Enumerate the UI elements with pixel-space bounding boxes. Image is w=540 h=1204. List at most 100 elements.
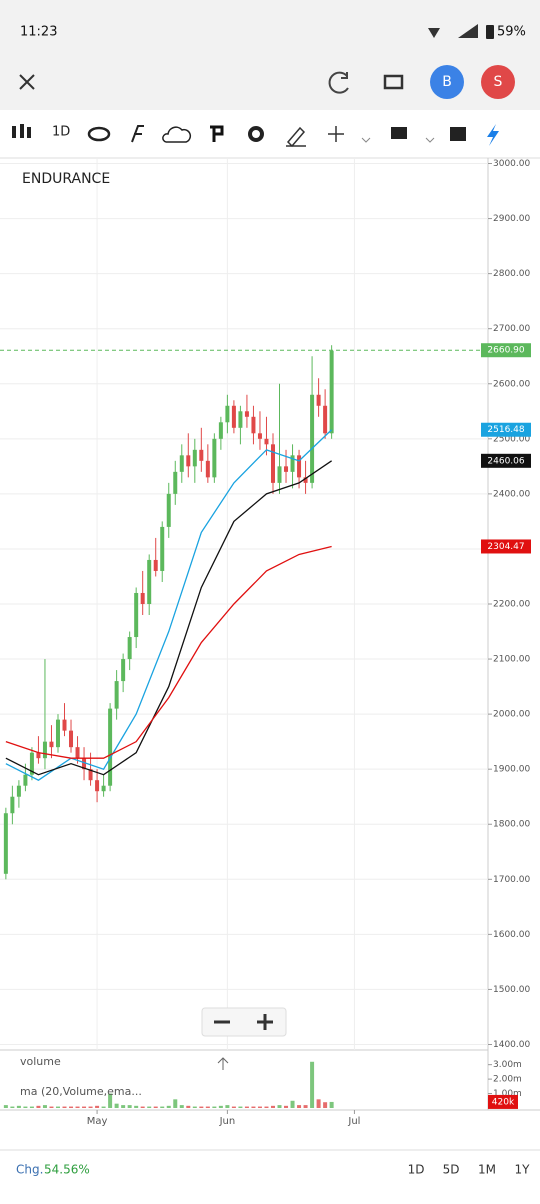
- draw-button[interactable]: [286, 126, 306, 148]
- view-button[interactable]: [87, 126, 111, 142]
- candle-body: [212, 438, 217, 478]
- candle-body: [29, 752, 34, 775]
- volume-bar: [153, 1106, 158, 1108]
- range-button[interactable]: 1M: [478, 1163, 496, 1177]
- volume-bar: [147, 1106, 152, 1108]
- candle-body: [205, 460, 210, 478]
- candle-type-button[interactable]: [12, 124, 31, 138]
- volume-ma-label: ma (20,Volume,ema...: [20, 1085, 142, 1098]
- candle-body: [173, 471, 178, 494]
- volume-bar: [69, 1106, 74, 1108]
- volume-bar: [36, 1105, 41, 1108]
- volume-tick-label: 1.00m: [493, 1089, 522, 1099]
- volume-label-box: [488, 1094, 518, 1109]
- candle-body: [82, 758, 87, 770]
- avatar-s[interactable]: [481, 65, 515, 99]
- candle-body: [88, 769, 93, 781]
- volume-bar: [277, 1105, 282, 1108]
- volume-bar: [173, 1099, 178, 1108]
- quick-button[interactable]: [487, 124, 499, 146]
- price-label: 2660.90: [487, 346, 524, 356]
- volume-bar: [114, 1103, 119, 1108]
- price-label-box: [481, 539, 531, 554]
- volume-bar: [290, 1100, 295, 1108]
- collapse-button[interactable]: [217, 1057, 229, 1070]
- volume-bar: [134, 1105, 139, 1108]
- candle-body: [257, 433, 262, 439]
- volume-bar: [303, 1105, 308, 1108]
- range-button[interactable]: 1D: [408, 1163, 425, 1177]
- volume-bar: [10, 1106, 15, 1108]
- candle-body: [316, 394, 321, 406]
- candle-body: [10, 796, 15, 814]
- crosshair-button[interactable]: [328, 126, 344, 142]
- close-button[interactable]: [19, 74, 35, 90]
- volume-bar: [62, 1106, 67, 1108]
- candle-body: [101, 785, 106, 792]
- volume-bar: [218, 1105, 223, 1108]
- candle-body: [23, 774, 28, 786]
- avatar-b[interactable]: [430, 65, 464, 99]
- interval-button[interactable]: 1D: [52, 125, 70, 140]
- indicator-button[interactable]: [131, 125, 144, 143]
- candle-body: [134, 592, 139, 638]
- x-tick-label: May: [87, 1116, 108, 1127]
- zoom-in-button[interactable]: [257, 1014, 273, 1030]
- candle-body: [225, 405, 230, 423]
- candle-body: [303, 477, 308, 483]
- flag-button[interactable]: [210, 125, 224, 142]
- candle-body: [166, 493, 171, 527]
- moving-average-line: [5, 460, 332, 776]
- settings-button[interactable]: [248, 126, 264, 142]
- candle-body: [114, 681, 119, 709]
- volume-bar: [23, 1106, 28, 1108]
- volume-bar: [284, 1105, 289, 1108]
- candle-body: [192, 449, 197, 467]
- y-tick-label: 2500.00: [493, 434, 530, 444]
- candle-body: [36, 752, 41, 759]
- wifi-icon: [428, 28, 440, 38]
- dropdown[interactable]: [361, 137, 371, 143]
- change-value: 54.56%: [44, 1163, 90, 1177]
- volume-bar: [212, 1106, 217, 1108]
- volume-bar: [251, 1106, 256, 1108]
- candle-body: [244, 411, 249, 417]
- dropdown[interactable]: [425, 137, 435, 143]
- comment-button[interactable]: [391, 127, 407, 139]
- volume-bar: [205, 1106, 210, 1108]
- y-tick-label: 1900.00: [493, 765, 530, 775]
- y-tick-label: 1500.00: [493, 985, 530, 995]
- range-button[interactable]: 1Y: [515, 1163, 531, 1177]
- candle-body: [290, 455, 295, 472]
- candle-body: [251, 416, 256, 434]
- fullscreen-button[interactable]: [383, 74, 404, 90]
- candle-body: [329, 350, 334, 434]
- candle-body: [231, 405, 236, 428]
- refresh-button[interactable]: [328, 71, 349, 94]
- candle-body: [147, 559, 152, 604]
- volume-bar: [166, 1105, 171, 1108]
- volume-bar: [49, 1106, 54, 1108]
- candle-body: [140, 592, 145, 604]
- candle-body: [69, 730, 74, 748]
- list-button[interactable]: [450, 127, 466, 141]
- candle-body: [55, 719, 60, 748]
- candle-body: [270, 444, 275, 483]
- volume-bar: [3, 1105, 8, 1108]
- candle-body: [42, 741, 47, 759]
- volume-tick-label: 3.00m: [493, 1060, 522, 1070]
- cloud-button[interactable]: [162, 126, 192, 143]
- price-label: 2460.06: [487, 456, 524, 466]
- clock: 11:23: [20, 25, 57, 40]
- volume-bar: [244, 1106, 249, 1108]
- volume-bar: [199, 1106, 204, 1108]
- x-tick-label: Jul: [347, 1116, 360, 1127]
- candle-body: [62, 719, 67, 731]
- volume-bar: [82, 1106, 87, 1108]
- x-tick-label: Jun: [219, 1116, 236, 1127]
- volume-bar: [297, 1105, 302, 1108]
- range-button[interactable]: 5D: [443, 1163, 460, 1177]
- candle-body: [277, 466, 282, 483]
